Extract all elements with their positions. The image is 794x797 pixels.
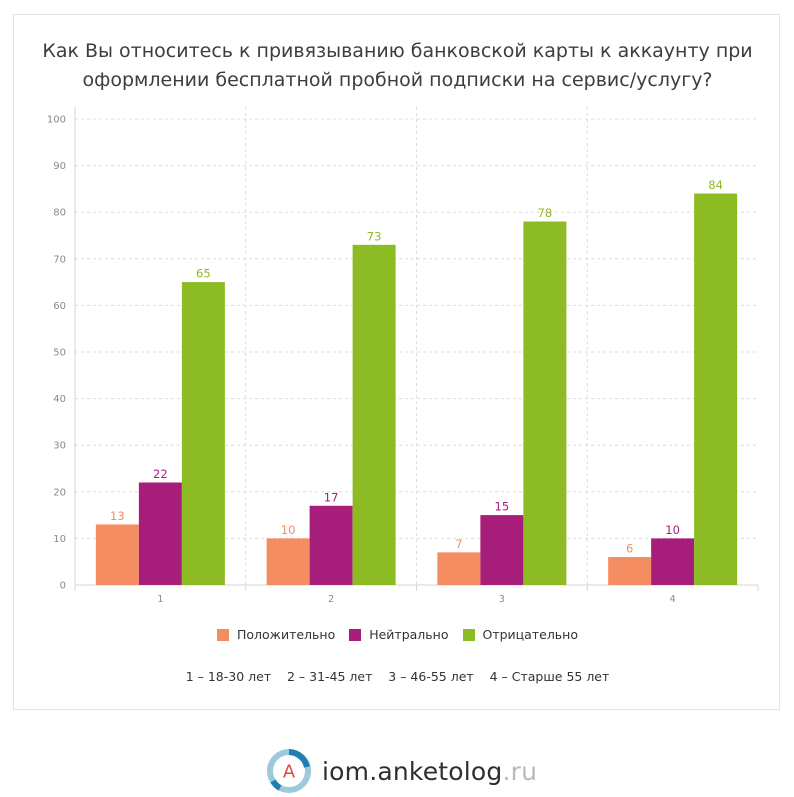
legend-item[interactable]: Отрицательно [462, 627, 579, 642]
y-tick-label: 10 [53, 534, 66, 545]
anketolog-logo-icon: A [267, 749, 311, 793]
chart-card: Как Вы относитесь к привязыванию банковс… [13, 14, 780, 710]
bar [694, 193, 738, 585]
chart-footnote: 1 – 18-30 лет 2 – 31-45 лет 3 – 46-55 ле… [185, 669, 610, 684]
y-tick-label: 60 [53, 301, 66, 312]
legend-item[interactable]: Положительно [217, 627, 335, 642]
brand-name-tld: .ru [502, 756, 538, 786]
bar [437, 552, 481, 585]
y-tick-label: 90 [53, 161, 66, 172]
bar [266, 538, 310, 585]
x-tick-label: 3 [499, 594, 505, 605]
y-tick-label: 70 [53, 254, 66, 265]
y-tick-label: 30 [53, 441, 66, 452]
brand-name-main: iom.anketolog [322, 756, 503, 786]
chart-title-line-2: оформлении бесплатной пробной подписки н… [82, 69, 713, 91]
bar [95, 524, 139, 585]
y-tick-label: 20 [53, 487, 66, 498]
bar-chart: 0 10 20 30 40 50 60 70 80 90 100 13 22 65 1 10 17 73 2 7 15 7… [47, 107, 759, 605]
legend-swatch [217, 628, 229, 641]
legend-swatch [462, 628, 475, 641]
y-tick-label: 100 [47, 115, 66, 126]
y-tick-label: 50 [53, 348, 66, 359]
bar [480, 515, 524, 585]
x-tick-label: 1 [157, 594, 163, 605]
legend-label: Отрицательно [482, 627, 579, 642]
data-label: 13 [110, 509, 125, 523]
x-tick-label: 4 [670, 594, 676, 605]
data-label: 10 [665, 523, 680, 537]
y-tick-label: 0 [60, 581, 66, 592]
bar [309, 505, 353, 585]
chart-title-line-1: Как Вы относитесь к привязыванию банковс… [42, 40, 753, 62]
data-label: 65 [196, 267, 211, 281]
data-label: 17 [324, 490, 339, 504]
bar [352, 244, 396, 585]
bar [608, 557, 652, 585]
bar [523, 221, 567, 585]
data-label: 10 [281, 523, 296, 537]
y-tick-label: 80 [53, 208, 66, 219]
chart-title: Как Вы относитесь к привязыванию банковс… [14, 37, 781, 95]
bar [138, 482, 182, 585]
logo-letter: A [283, 762, 296, 783]
brand-name: iom.anketolog.ru [322, 757, 537, 786]
legend-label: Нейтрально [369, 627, 449, 642]
x-tick-label: 2 [328, 594, 334, 605]
legend-label: Положительно [237, 627, 336, 642]
brand-logo[interactable]: A iom.anketolog.ru [266, 748, 537, 794]
legend-swatch [349, 628, 362, 641]
bar [651, 538, 695, 585]
y-tick-label: 40 [53, 394, 66, 405]
data-label: 7 [455, 537, 462, 551]
data-label: 78 [538, 206, 553, 220]
data-label: 6 [626, 542, 633, 556]
bar [181, 282, 225, 585]
data-label: 22 [153, 467, 168, 481]
chart-legend: Положительно Нейтрально Отрицательно [14, 627, 781, 644]
data-label: 73 [367, 229, 382, 243]
data-label: 15 [495, 500, 510, 514]
legend-item[interactable]: Нейтрально [349, 627, 449, 642]
data-label: 84 [708, 178, 723, 192]
